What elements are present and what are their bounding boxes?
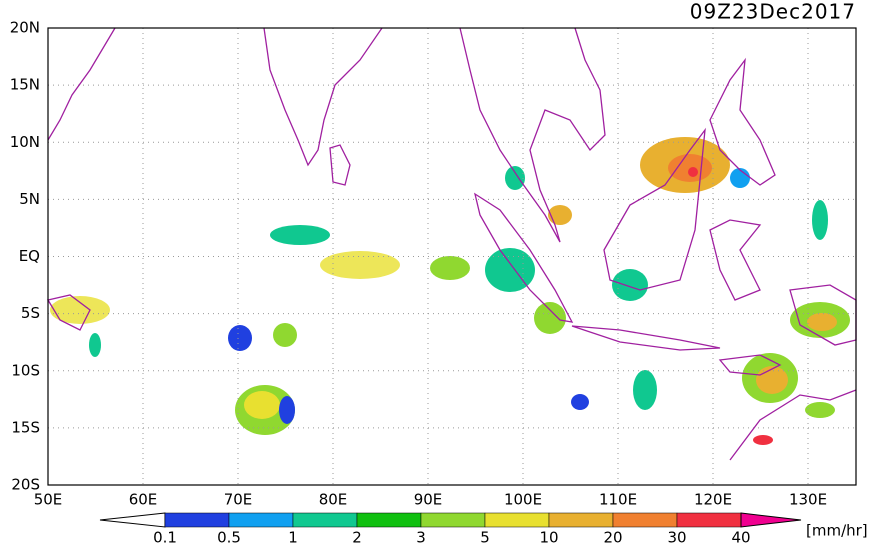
colorbar-label: 40 — [731, 529, 750, 545]
lon-label: 120E — [694, 491, 732, 509]
lon-label: 110E — [599, 491, 637, 509]
lat-label: 10N — [10, 133, 40, 151]
lat-label: 20N — [10, 19, 40, 37]
lat-label: EQ — [19, 247, 40, 265]
graticule — [48, 28, 856, 485]
coastlines — [46, 27, 857, 461]
colorbar-swatch — [676, 512, 742, 528]
colorbar-swatch — [292, 512, 358, 528]
colorbar-swatch — [548, 512, 614, 528]
map-title: 09Z23Dec2017 — [690, 0, 856, 24]
colorbar-swatch — [420, 512, 486, 528]
colorbar-label: 0.5 — [217, 529, 241, 545]
lon-label: 100E — [504, 491, 542, 509]
colorbar-label: 1 — [288, 529, 298, 545]
colorbar-swatch — [164, 512, 230, 528]
lon-label: 70E — [224, 491, 253, 509]
lat-label: 5N — [19, 190, 40, 208]
colorbar-swatch — [484, 512, 550, 528]
colorbar: 0.1 0.5 1 2 3 5 10 20 30 40 — [99, 512, 802, 547]
map-frame — [47, 27, 857, 486]
lon-label: 90E — [414, 491, 443, 509]
colorbar-label: 10 — [539, 529, 558, 545]
colorbar-swatch — [356, 512, 422, 528]
lon-label: 60E — [129, 491, 158, 509]
lon-label: 130E — [789, 491, 827, 509]
colorbar-label: 20 — [603, 529, 622, 545]
lon-label: 50E — [34, 491, 63, 509]
colorbar-swatch — [612, 512, 678, 528]
lat-label: 20S — [11, 476, 40, 494]
lat-label: 10S — [11, 361, 40, 379]
colorbar-unit: [mm/hr] — [806, 522, 868, 540]
colorbar-low-arrow — [99, 512, 166, 528]
colorbar-label: 0.1 — [153, 529, 177, 545]
lat-label: 15N — [10, 76, 40, 94]
colorbar-swatch — [228, 512, 294, 528]
colorbar-label: 3 — [416, 529, 426, 545]
lat-label: 5S — [21, 304, 40, 322]
colorbar-label: 2 — [352, 529, 362, 545]
lat-label: 15S — [11, 418, 40, 436]
lon-label: 80E — [319, 491, 348, 509]
colorbar-label: 30 — [667, 529, 686, 545]
colorbar-high-arrow — [740, 512, 802, 528]
colorbar-label: 5 — [480, 529, 490, 545]
